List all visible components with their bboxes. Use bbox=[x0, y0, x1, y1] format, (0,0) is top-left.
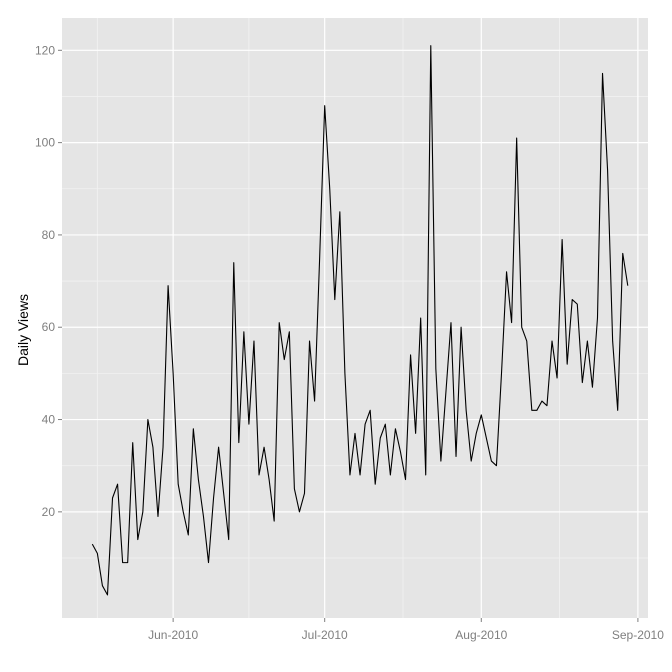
series-line bbox=[91, 45, 629, 596]
y-axis: 20 40 60 80 100 120 bbox=[35, 43, 62, 519]
plot-panel bbox=[62, 18, 648, 618]
y-tick-label: 100 bbox=[35, 136, 55, 150]
x-tick-label: Aug-2010 bbox=[455, 628, 507, 642]
x-tick-label: Jul-2010 bbox=[302, 628, 348, 642]
y-axis-title: Daily Views bbox=[15, 294, 31, 366]
x-tick-label: Jun-2010 bbox=[148, 628, 198, 642]
x-axis: Jun-2010 Jul-2010 Aug-2010 Sep-2010 bbox=[148, 618, 664, 642]
x-tick-label: Sep-2010 bbox=[612, 628, 664, 642]
y-tick-label: 40 bbox=[42, 413, 56, 427]
y-tick-label: 120 bbox=[35, 43, 55, 57]
major-gridlines bbox=[62, 18, 648, 618]
y-tick-label: 60 bbox=[42, 320, 56, 334]
y-tick-label: 80 bbox=[42, 228, 56, 242]
y-tick-label: 20 bbox=[42, 505, 56, 519]
